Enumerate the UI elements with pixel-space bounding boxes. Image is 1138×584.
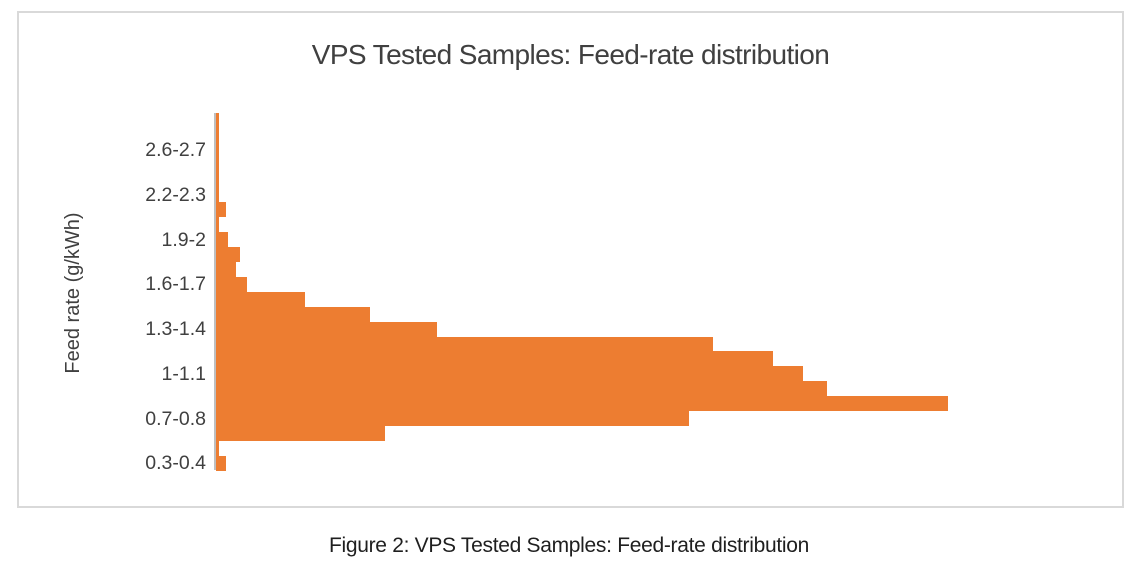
bar-2.6-2.7 <box>216 142 219 158</box>
bar-bin-16 <box>216 351 773 367</box>
tick-label-2.6-2.7: 2.6-2.7 <box>145 139 206 161</box>
tick-label-1-1.1: 1-1.1 <box>161 362 206 385</box>
tick-label-0.7-0.8: 0.7-0.8 <box>145 407 206 430</box>
bar-1.3-1.4 <box>216 321 437 337</box>
bar-0.3-0.4 <box>216 455 226 472</box>
bar-bin-6 <box>216 202 226 218</box>
bar-1.9-2 <box>216 232 228 248</box>
bar-bin-13 <box>216 306 370 322</box>
tick-label-1.3-1.4: 1.3-1.4 <box>145 318 206 341</box>
bar-bin-9 <box>216 246 240 263</box>
bar-bin-22 <box>216 440 219 457</box>
bar-bin-21 <box>216 426 385 442</box>
bar-bin-4 <box>216 172 219 188</box>
tick-label-1.9-2: 1.9-2 <box>161 228 206 251</box>
bar-1-1.1 <box>216 366 803 382</box>
tick-label-0.3-0.4: 0.3-0.4 <box>145 452 206 475</box>
tick-label-2.2-2.3: 2.2-2.3 <box>145 183 206 206</box>
bar-2.2-2.3 <box>216 187 219 203</box>
tick-label-1.6-1.7: 1.6-1.7 <box>145 273 206 296</box>
bar-bin-15 <box>216 336 713 352</box>
y-axis-tick-labels: 2.6-2.7 2.2-2.3 1.9-2 1.6-1.7 1.3-1.4 1-1.1 0.… <box>0 0 206 584</box>
bar-bin-12 <box>216 291 305 307</box>
bars-container <box>216 0 1106 584</box>
bar-bin-0 <box>216 112 219 128</box>
bar-bin-7 <box>216 217 219 233</box>
bar-1.6-1.7 <box>216 276 247 293</box>
bar-bin-1 <box>216 127 219 143</box>
bar-bin-18 <box>216 381 827 397</box>
bar-bin-10 <box>216 261 236 278</box>
bar-bin-19 <box>216 396 948 412</box>
bar-bin-3 <box>216 157 219 173</box>
chart-title: VPS Tested Samples: Feed-rate distributi… <box>311 39 830 70</box>
bar-0.7-0.8 <box>216 411 689 427</box>
figure-caption: Figure 2: VPS Tested Samples: Feed-rate … <box>328 534 810 557</box>
y-axis-line <box>214 113 216 470</box>
